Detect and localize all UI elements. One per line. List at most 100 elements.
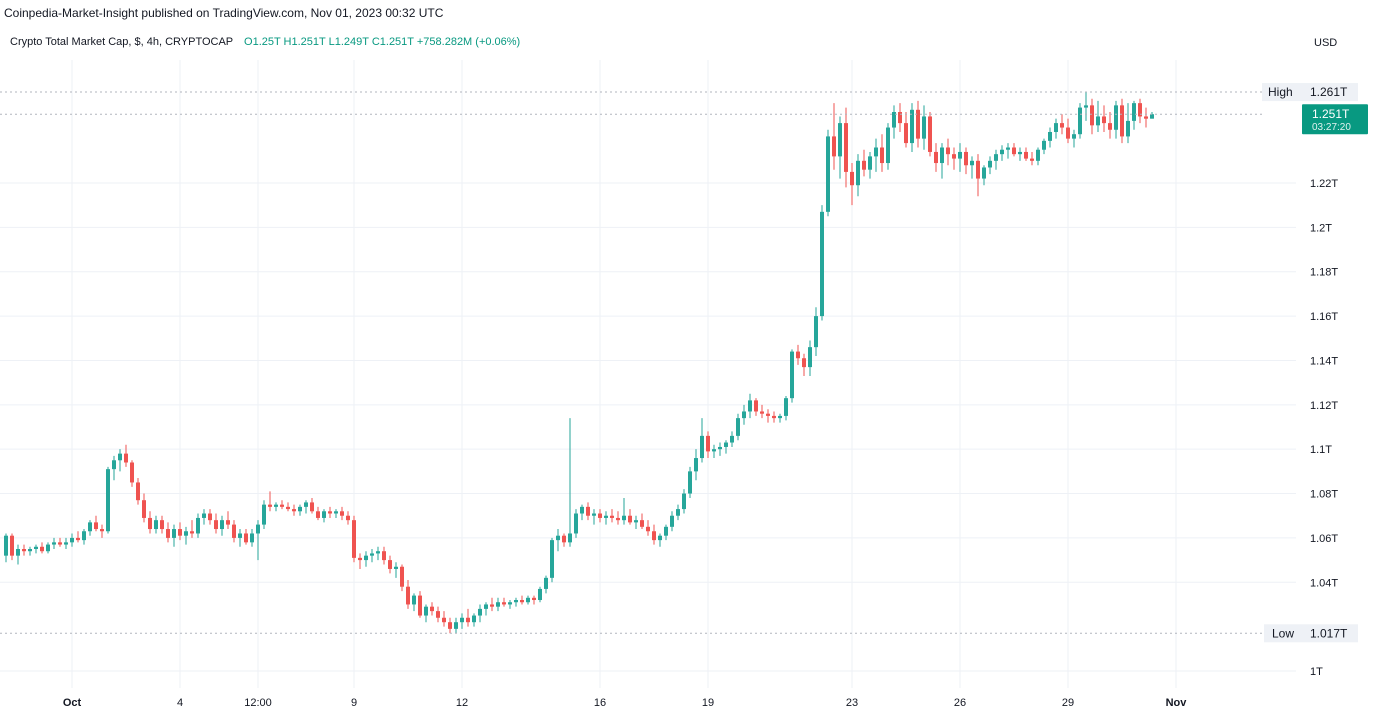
last-price-value: 1.251T (1312, 107, 1350, 121)
candle-body (22, 549, 26, 552)
candle-body (340, 511, 344, 516)
candle (922, 105, 926, 150)
candle-body (34, 546, 38, 549)
x-tick-label: 16 (594, 697, 606, 709)
candle (1096, 100, 1100, 132)
candle (514, 597, 518, 607)
candle-body (154, 520, 158, 530)
candle (994, 149, 998, 170)
candle (838, 116, 842, 179)
candle (856, 154, 860, 197)
x-tick-label: 23 (846, 697, 858, 709)
price-axis[interactable]: 1T 1.04T 1.06T 1.08T 1.1T 1.12T 1.14T 1.16T 1.18… (1310, 178, 1338, 678)
candle (1036, 147, 1040, 166)
candle (694, 449, 698, 481)
candle-body (946, 147, 950, 155)
candle-body (1036, 149, 1040, 161)
candle-body (310, 502, 314, 512)
candle (262, 500, 266, 530)
candle (142, 493, 146, 523)
candle (580, 504, 584, 521)
high-label: High (1268, 85, 1293, 99)
y-tick-label: 1.22T (1310, 178, 1338, 190)
candle (868, 151, 872, 179)
ohlc-readout: O1.25T H1.251T L1.249T C1.251T +758.282M… (244, 36, 521, 48)
candle-body (844, 123, 848, 172)
candle (466, 608, 470, 627)
candle (598, 509, 602, 523)
candle (406, 580, 410, 609)
currency-label[interactable]: USD (1314, 37, 1338, 49)
y-tick-label: 1.06T (1310, 533, 1338, 545)
candle-body (796, 351, 800, 359)
candle-body (1000, 149, 1004, 155)
candle-body (142, 500, 146, 518)
candle (1120, 98, 1124, 144)
candle-body (676, 509, 680, 516)
candle (616, 511, 620, 525)
candle-body (166, 529, 170, 538)
candle (1000, 145, 1004, 161)
chart-attribution: Coinpedia-Market-Insight published on Tr… (4, 6, 444, 20)
candle (172, 524, 176, 547)
candle-body (190, 531, 194, 534)
candle (496, 597, 500, 612)
candle-body (1138, 103, 1142, 117)
candle (1018, 147, 1022, 161)
candle-body (40, 546, 44, 552)
candle-body (46, 544, 50, 552)
candle (418, 591, 422, 618)
candle-body (460, 617, 464, 623)
candle-body (238, 533, 242, 538)
candle (238, 529, 242, 547)
candle (778, 413, 782, 423)
candle-body (604, 515, 608, 518)
candle (1078, 103, 1082, 139)
candle (394, 562, 398, 578)
candle-body (592, 513, 596, 516)
candle-body (538, 588, 542, 601)
candle-body (220, 520, 224, 530)
candle-body (484, 604, 488, 609)
x-tick-label: Nov (1166, 697, 1188, 709)
candle-body (376, 551, 380, 554)
candle-body (136, 482, 140, 501)
candle (160, 515, 164, 534)
candle (148, 511, 152, 534)
candle-body (682, 493, 686, 510)
candle-body (466, 617, 470, 623)
candle (910, 103, 914, 152)
candle (208, 509, 212, 525)
candle (34, 544, 38, 554)
candle (52, 537, 56, 549)
candle-body (1120, 105, 1124, 137)
x-tick-label: Oct (63, 697, 82, 709)
candle-body (868, 156, 872, 170)
candle (634, 515, 638, 530)
candle-body (382, 551, 386, 561)
candle (526, 595, 530, 605)
y-tick-label: 1.12T (1310, 400, 1338, 412)
candle-body (406, 586, 410, 605)
candle-body (634, 520, 638, 523)
candle-body (88, 522, 92, 532)
time-axis[interactable]: Oct 4 12:00 9 12 16 19 23 26 29 Nov (63, 697, 1187, 709)
candle-body (910, 109, 914, 144)
candle-body (112, 460, 116, 470)
candle (706, 431, 710, 459)
candle (784, 395, 788, 421)
candle (724, 440, 728, 454)
candle (442, 611, 446, 627)
x-tick-label: 29 (1062, 697, 1074, 709)
candle (760, 404, 764, 419)
candle-body (490, 604, 494, 607)
candle-body (256, 524, 260, 534)
candle-body (628, 515, 632, 523)
candle-body (388, 560, 392, 569)
candle-body (988, 160, 992, 168)
candle (766, 409, 770, 423)
candle-body (100, 529, 104, 532)
candle (454, 617, 458, 634)
candle (556, 529, 560, 552)
